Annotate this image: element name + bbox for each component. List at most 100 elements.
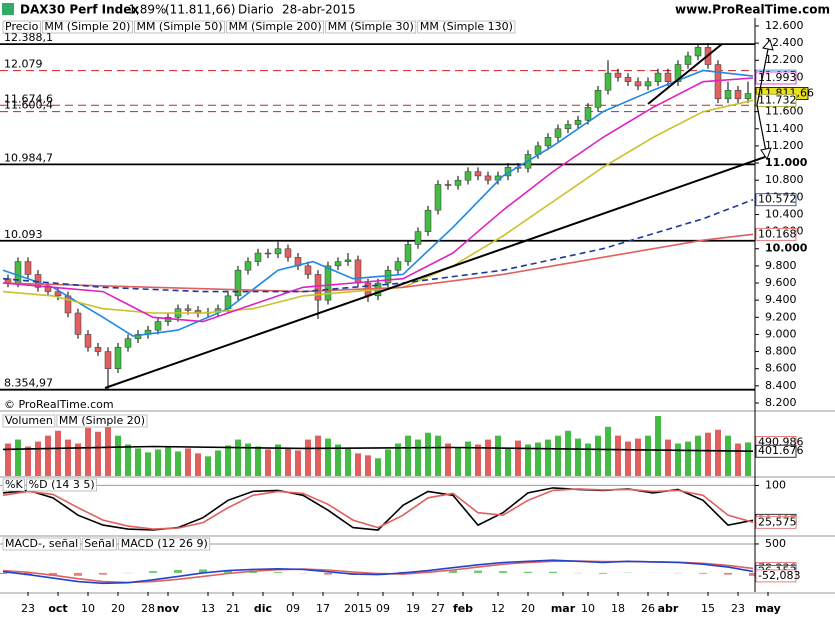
histogram-bar bbox=[549, 571, 557, 573]
volume-bar bbox=[15, 439, 21, 476]
y-tick-label: 11.600 bbox=[765, 105, 804, 118]
volume-bar bbox=[115, 435, 121, 476]
volume-bar bbox=[225, 445, 231, 476]
x-tick-label: nov bbox=[157, 602, 180, 615]
y-tick-label: 10.800 bbox=[765, 173, 804, 186]
candle-body bbox=[54, 291, 62, 297]
candle-body bbox=[284, 248, 292, 258]
value-tag bbox=[755, 444, 797, 458]
candle-body bbox=[724, 89, 732, 100]
candle-body bbox=[604, 72, 612, 91]
volume-bar bbox=[395, 443, 401, 476]
volume-bar bbox=[365, 455, 371, 476]
x-tick-label: 15 bbox=[701, 602, 715, 615]
volume-bar bbox=[175, 451, 181, 476]
legend-box bbox=[56, 414, 148, 428]
histogram-bar bbox=[749, 572, 755, 576]
level-label: 11.674,6 bbox=[4, 92, 53, 105]
volume-bar bbox=[25, 446, 31, 476]
x-tick-label: abr bbox=[658, 602, 679, 615]
volume-bar bbox=[475, 444, 481, 476]
volume-bar bbox=[305, 439, 311, 476]
volume-bar bbox=[285, 447, 291, 476]
volume-bar bbox=[745, 442, 751, 476]
candle-body bbox=[394, 261, 402, 271]
volume-bar bbox=[655, 415, 661, 476]
volume-bar bbox=[205, 456, 211, 476]
panel bbox=[0, 543, 755, 585]
series-line bbox=[2, 559, 754, 585]
volume-bar bbox=[665, 439, 671, 476]
histogram-bar bbox=[224, 570, 232, 573]
volume-bar bbox=[715, 429, 721, 476]
panel: 12.388,1 12.079 11.674,611.600,4 10.984,7 10… bbox=[0, 31, 755, 391]
trend-lines bbox=[104, 38, 774, 389]
x-tick-label: 10 bbox=[81, 602, 95, 615]
arrow bbox=[756, 104, 767, 153]
histogram-bar bbox=[74, 572, 82, 576]
x-tick-label: 20 bbox=[521, 602, 535, 615]
histogram-bar bbox=[0, 572, 7, 575]
volume-bar bbox=[75, 443, 81, 476]
value-tag-label: -52,083 bbox=[758, 569, 800, 582]
value-tag bbox=[755, 227, 797, 241]
volume-bar bbox=[95, 431, 101, 476]
histogram-bar bbox=[324, 572, 332, 575]
level-label: 10.984,7 bbox=[4, 151, 53, 164]
volume-bar bbox=[595, 435, 601, 476]
volume-bar bbox=[275, 444, 281, 476]
legend-box bbox=[2, 537, 81, 551]
x-tick-label: 09 bbox=[286, 602, 300, 615]
volume-bar bbox=[615, 435, 621, 476]
histogram-bar bbox=[699, 572, 707, 574]
volume-bar bbox=[125, 444, 131, 476]
panel bbox=[2, 415, 754, 476]
level-label: 11.600,4 bbox=[4, 99, 53, 112]
y-tick-label: 11.000 bbox=[765, 156, 808, 169]
volume-bar bbox=[315, 435, 321, 476]
legend-box bbox=[325, 20, 417, 34]
volume-bar bbox=[535, 442, 541, 476]
candle-body bbox=[124, 338, 132, 348]
candle-body bbox=[314, 274, 322, 301]
x-tick-label: 10 bbox=[581, 602, 595, 615]
volume-bar bbox=[735, 443, 741, 476]
volume-bar bbox=[385, 449, 391, 476]
value-tag bbox=[755, 193, 797, 207]
level-label: 10.093 bbox=[4, 228, 43, 241]
candle-body bbox=[584, 107, 592, 121]
volume-bar bbox=[245, 443, 251, 476]
level-label: 8.354,97 bbox=[4, 377, 53, 390]
x-tick-label: 12 bbox=[491, 602, 505, 615]
legend-box bbox=[42, 20, 133, 34]
histogram-bar bbox=[449, 570, 457, 573]
candle-body bbox=[44, 287, 52, 292]
volume-bar bbox=[35, 441, 41, 476]
value-tag bbox=[755, 93, 797, 107]
candle-body bbox=[484, 175, 492, 181]
volume-bar bbox=[145, 452, 151, 476]
arrow-head bbox=[762, 38, 774, 51]
candle-body bbox=[684, 55, 692, 65]
value-tag-label: 11.993 bbox=[758, 71, 797, 84]
histogram-bar bbox=[274, 572, 282, 573]
arrow-head bbox=[760, 147, 772, 161]
candle-body bbox=[664, 72, 672, 82]
series-line bbox=[2, 99, 754, 314]
candle-body bbox=[324, 265, 332, 301]
candle-body bbox=[94, 347, 102, 352]
legend-entry: MM (Simple 200) bbox=[229, 20, 322, 33]
x-tick-label: 23 bbox=[731, 602, 745, 615]
value-tag-label: 11.732 bbox=[758, 93, 797, 106]
level-label: 12.079 bbox=[4, 58, 43, 71]
candle-body bbox=[114, 347, 122, 369]
candle-body bbox=[74, 312, 82, 335]
panel bbox=[0, 484, 755, 531]
x-tick-label: 09 bbox=[376, 602, 390, 615]
volume-bar bbox=[585, 443, 591, 476]
volume-bar bbox=[135, 448, 141, 476]
legend-box bbox=[26, 478, 97, 492]
y-tick-label: 8.800 bbox=[765, 345, 797, 358]
legend-entry: MACD-, señal bbox=[5, 537, 78, 550]
candle-body bbox=[674, 64, 682, 82]
